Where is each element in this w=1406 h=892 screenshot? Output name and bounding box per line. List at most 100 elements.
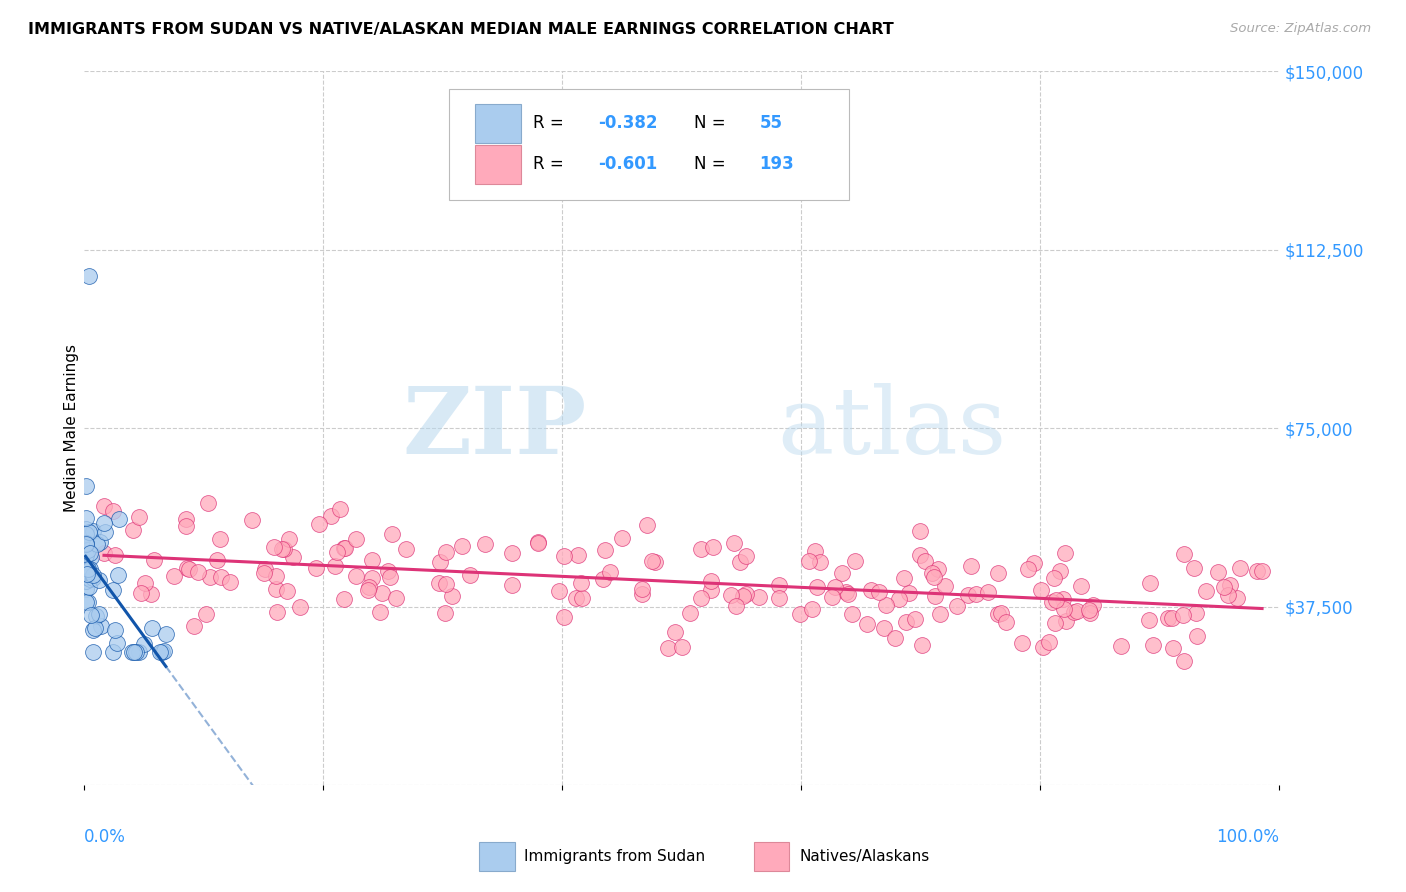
- Text: -0.601: -0.601: [599, 155, 658, 173]
- Point: [323, 559, 346, 574]
- Point: [1054, 615, 1077, 629]
- Point: [197, 496, 219, 510]
- Point: [305, 561, 328, 575]
- Point: [76, 595, 98, 609]
- Point: [357, 580, 380, 594]
- Point: [129, 586, 152, 600]
- Point: [571, 591, 593, 606]
- Point: [1053, 546, 1076, 560]
- Point: [252, 566, 274, 580]
- Point: [82, 571, 104, 585]
- Point: [748, 591, 770, 605]
- Point: [924, 590, 946, 604]
- Bar: [754, 842, 790, 871]
- Point: [1053, 601, 1076, 615]
- Point: [82, 568, 104, 582]
- Point: [690, 542, 713, 557]
- Point: [1022, 557, 1045, 571]
- Point: [79, 572, 101, 586]
- Point: [124, 645, 146, 659]
- Point: [592, 573, 614, 587]
- Point: [1049, 565, 1071, 579]
- Point: [474, 537, 496, 551]
- Point: [187, 566, 209, 580]
- Text: 100.0%: 100.0%: [1216, 828, 1279, 846]
- Point: [79, 562, 101, 576]
- Point: [134, 575, 156, 590]
- Point: [82, 623, 104, 637]
- Point: [174, 512, 197, 526]
- Point: [132, 637, 155, 651]
- Point: [593, 543, 616, 558]
- Point: [281, 550, 304, 565]
- Point: [599, 565, 621, 579]
- Point: [1187, 629, 1209, 643]
- Point: [1182, 560, 1205, 574]
- Point: [321, 509, 343, 524]
- Point: [1195, 583, 1218, 598]
- Point: [1040, 594, 1063, 608]
- Point: [121, 645, 143, 659]
- Point: [87, 573, 110, 587]
- Point: [875, 599, 897, 613]
- Point: [150, 645, 173, 659]
- Point: [1157, 611, 1180, 625]
- Point: [76, 567, 98, 582]
- Text: IMMIGRANTS FROM SUDAN VS NATIVE/ALASKAN MEDIAN MALE EARNINGS CORRELATION CHART: IMMIGRANTS FROM SUDAN VS NATIVE/ALASKAN …: [28, 22, 894, 37]
- Point: [1213, 580, 1236, 594]
- Point: [84, 609, 107, 624]
- Point: [266, 569, 288, 583]
- Point: [163, 569, 186, 583]
- Point: [804, 544, 827, 558]
- Point: [183, 619, 205, 633]
- Point: [76, 542, 98, 557]
- Point: [1052, 592, 1074, 607]
- Point: [897, 586, 920, 600]
- Point: [122, 524, 145, 538]
- Point: [553, 610, 575, 624]
- Point: [107, 512, 129, 526]
- Point: [451, 540, 474, 554]
- Point: [104, 624, 127, 638]
- Point: [733, 589, 755, 603]
- Point: [831, 566, 853, 580]
- Point: [679, 606, 702, 620]
- Point: [89, 535, 111, 549]
- Point: [458, 568, 481, 582]
- Point: [344, 569, 367, 583]
- Point: [957, 588, 980, 602]
- Point: [219, 575, 242, 590]
- Point: [271, 541, 294, 556]
- Point: [394, 542, 416, 557]
- Point: [104, 548, 127, 562]
- Point: [987, 607, 1010, 621]
- Point: [835, 585, 858, 599]
- Point: [333, 541, 356, 556]
- Point: [1031, 582, 1053, 597]
- Point: [921, 566, 943, 580]
- Point: [128, 510, 150, 524]
- Point: [209, 570, 232, 584]
- Text: R =: R =: [533, 114, 568, 132]
- Point: [990, 606, 1012, 620]
- Point: [75, 522, 97, 536]
- Text: Source: ZipAtlas.com: Source: ZipAtlas.com: [1230, 22, 1371, 36]
- Point: [276, 583, 298, 598]
- Point: [636, 518, 658, 533]
- Point: [644, 556, 666, 570]
- Point: [664, 624, 686, 639]
- Point: [868, 585, 890, 599]
- Point: [1038, 635, 1060, 649]
- Point: [75, 537, 97, 551]
- Point: [690, 591, 713, 605]
- Point: [922, 570, 945, 584]
- Point: [565, 591, 588, 606]
- Point: [893, 572, 915, 586]
- Point: [821, 590, 844, 604]
- Point: [80, 549, 103, 564]
- Point: [75, 558, 97, 573]
- Point: [723, 536, 745, 550]
- Point: [837, 586, 859, 600]
- Point: [1109, 640, 1132, 654]
- Point: [76, 526, 98, 541]
